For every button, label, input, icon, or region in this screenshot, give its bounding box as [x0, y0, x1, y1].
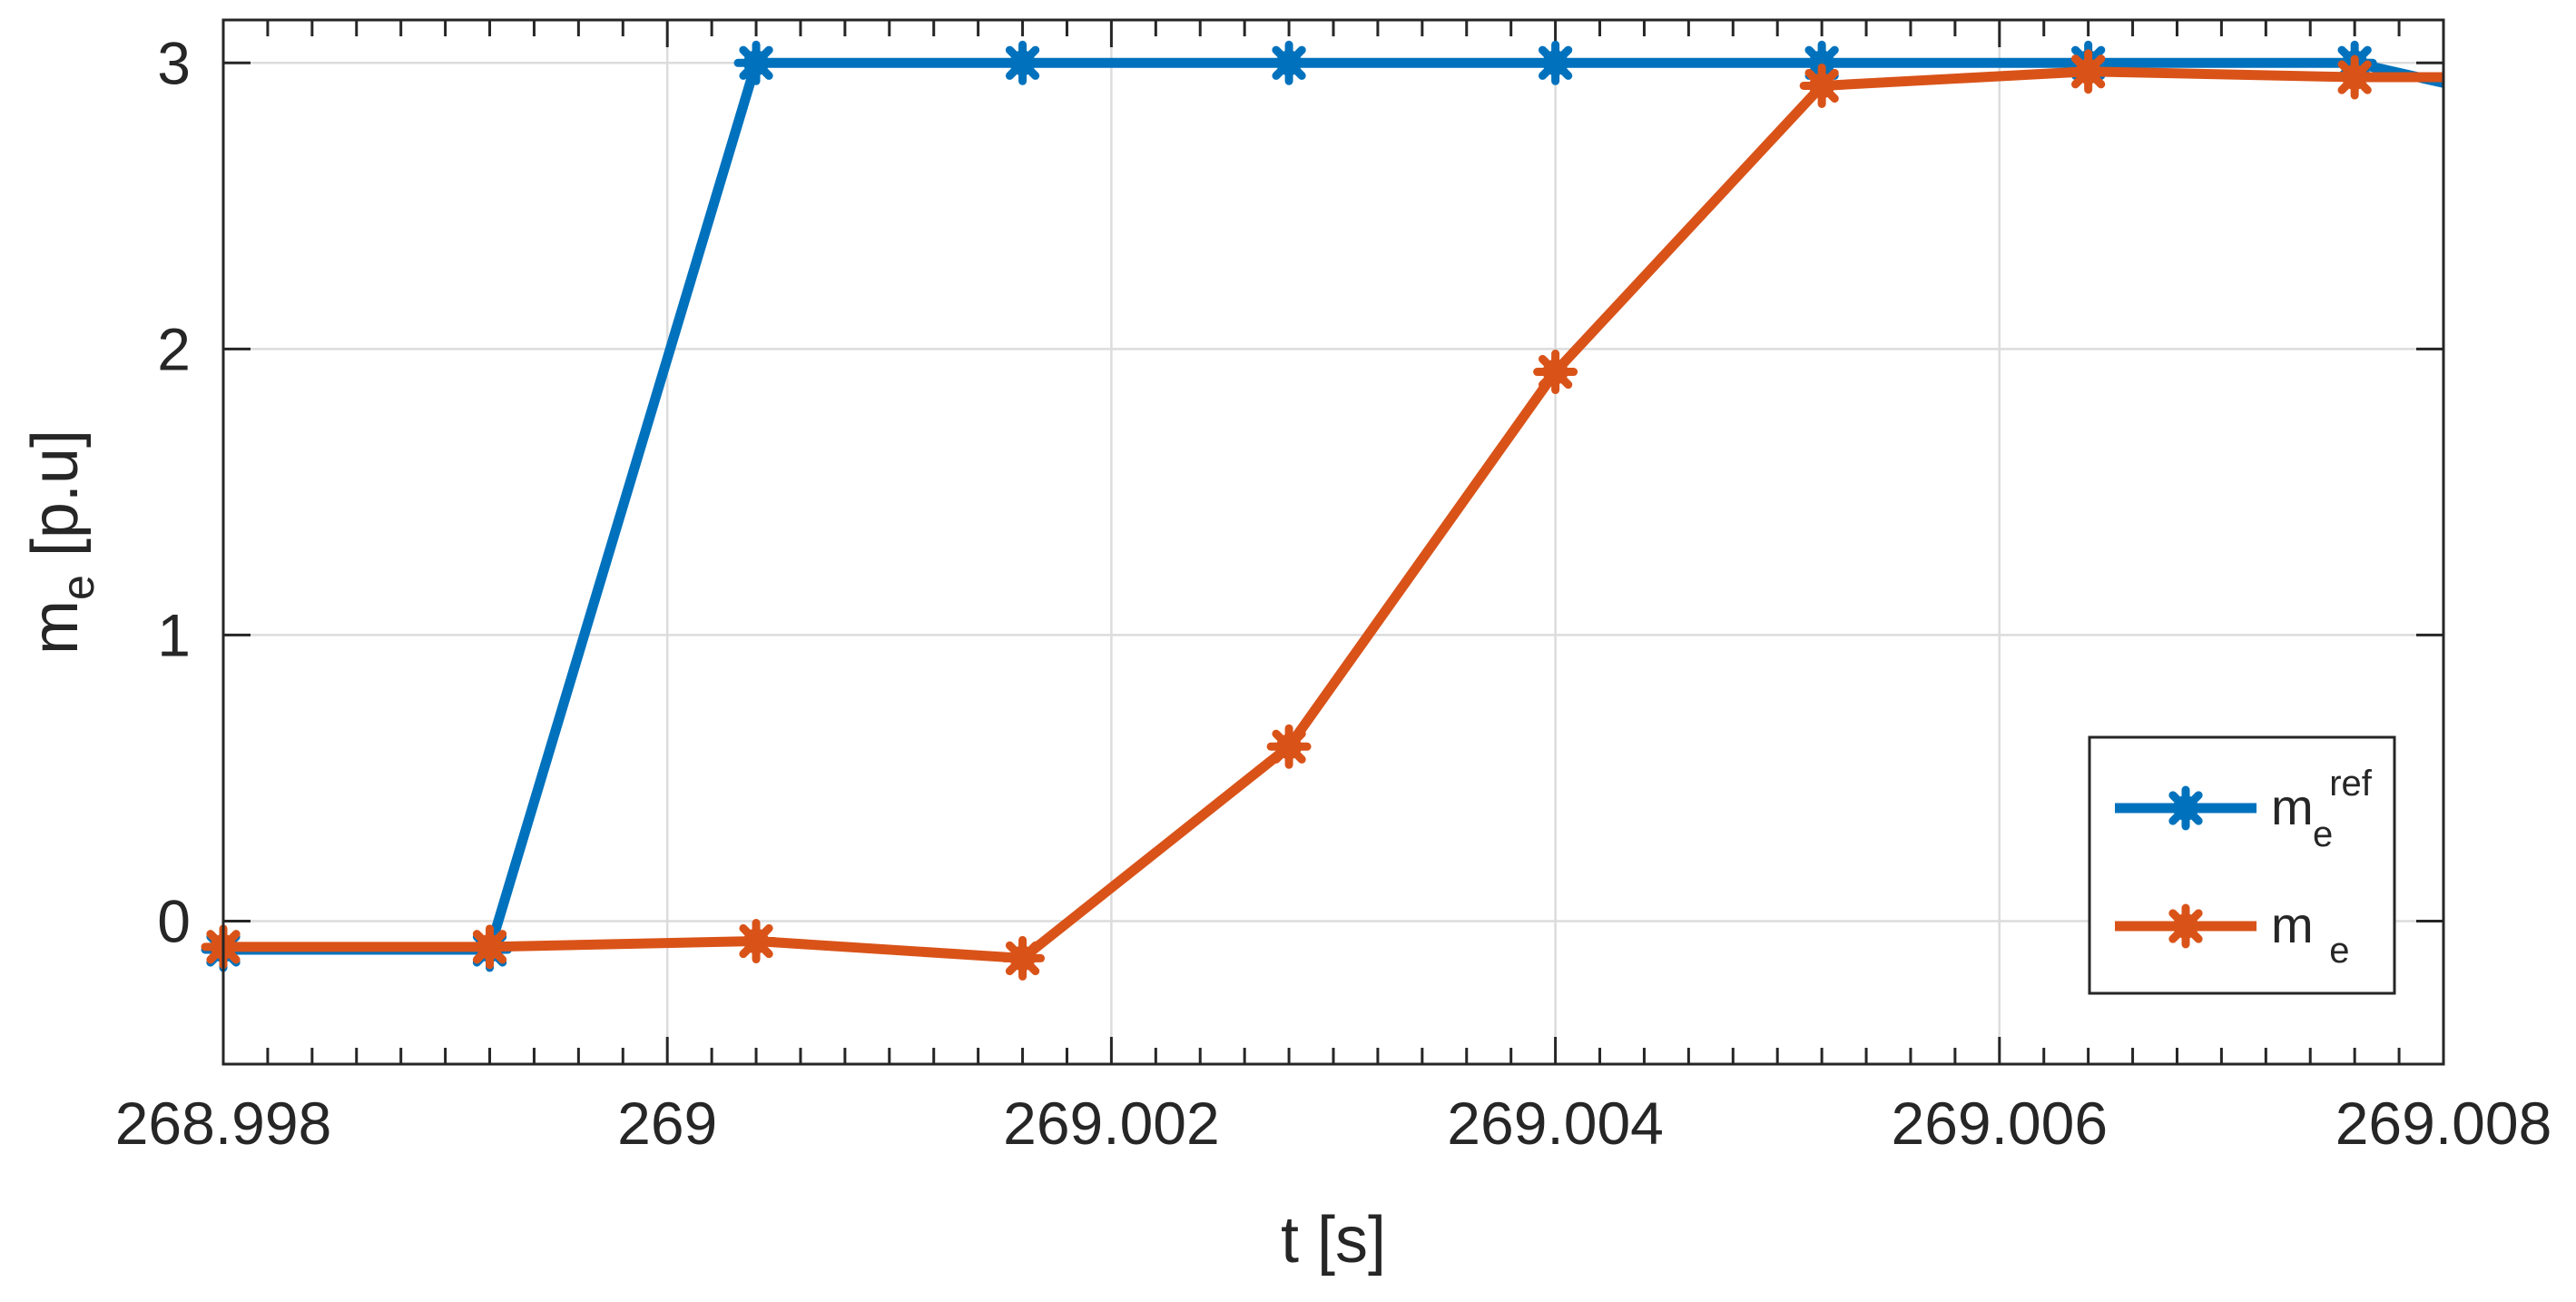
x-axis-title: t [s] — [1281, 1204, 1386, 1277]
data-point-me-spoke — [1272, 729, 1306, 764]
plot-frame — [221, 18, 2445, 1066]
y-tick-label: 2 — [157, 315, 191, 382]
data-point-me — [1533, 350, 1578, 395]
data-point-mref — [1000, 40, 1046, 85]
legend-label-mref-sub: e — [2313, 814, 2333, 854]
legend-label-me: m e — [2271, 896, 2349, 971]
data-point-me — [733, 919, 779, 964]
legend-marker-point-mref-spoke — [2168, 791, 2203, 825]
data-point-mref-spoke — [1538, 45, 1573, 80]
legend-entry-me[interactable]: m e — [2115, 896, 2349, 971]
data-point-mref — [1266, 40, 1312, 85]
legend-label-mref: m ref e — [2271, 749, 2385, 854]
data-point-me-spoke — [1804, 68, 1839, 104]
y-axis-title: me [p.u] — [19, 429, 103, 655]
y-axis-title-sub: e — [53, 575, 103, 600]
legend-marker-point-mref — [2163, 785, 2208, 831]
legend-marker-mref — [2163, 785, 2208, 831]
series-line-me — [223, 66, 2443, 963]
data-point-me — [1266, 724, 1312, 769]
series-me — [201, 49, 2443, 981]
legend-marker-me — [2163, 903, 2208, 949]
legend-marker-point-me — [2163, 903, 2208, 949]
data-point-me — [467, 924, 513, 970]
data-point-me-spoke — [1538, 354, 1573, 390]
y-tick-label: 0 — [157, 887, 191, 954]
tick-labels: 268.998 269 269.002 269.004 269.006 269.008 0 1… — [115, 29, 2552, 1157]
y-axis-title-base: m — [19, 600, 92, 655]
data-point-me — [1799, 63, 1844, 108]
legend-box — [2088, 735, 2396, 995]
y-tick-label: 1 — [157, 601, 191, 668]
x-tick-label: 269.006 — [1892, 1090, 2109, 1157]
plot-area — [223, 20, 2443, 1064]
legend-entry-mref[interactable]: m ref e — [2115, 749, 2385, 854]
x-tick-label: 269 — [617, 1090, 717, 1157]
data-point-me — [2332, 54, 2377, 100]
axis-ticks — [221, 20, 2445, 1064]
data-point-me — [2066, 49, 2111, 94]
data-point-mref-spoke — [1005, 45, 1040, 80]
data-point-me — [1000, 935, 1046, 981]
x-tick-label: 269.002 — [1003, 1090, 1220, 1157]
legend-label-mref-sup: ref — [2329, 764, 2373, 804]
data-point-mref — [1533, 40, 1578, 85]
y-axis-title-rest: [p.u] — [19, 429, 92, 575]
legend[interactable]: m ref e m e — [2088, 735, 2396, 995]
data-point-me-spoke — [2337, 60, 2372, 94]
data-point-me-spoke — [1005, 941, 1040, 976]
x-tick-label: 269.008 — [2335, 1090, 2552, 1157]
y-tick-label: 3 — [157, 29, 191, 96]
series-layer — [201, 40, 2445, 981]
legend-label-me-sub: e — [2329, 931, 2349, 971]
data-point-mref — [733, 40, 779, 85]
data-point-mref-spoke — [1272, 45, 1306, 80]
legend-label-mref-base: m — [2271, 778, 2314, 835]
data-point-me-spoke — [2070, 54, 2106, 89]
data-point-me-spoke — [739, 923, 773, 959]
data-point-mref-spoke — [739, 45, 773, 80]
data-point-me-spoke — [472, 930, 507, 964]
x-tick-label: 268.998 — [115, 1090, 332, 1157]
legend-label-me-base: m — [2271, 896, 2314, 953]
x-tick-label: 269.004 — [1447, 1090, 1664, 1157]
legend-marker-point-me-spoke — [2168, 909, 2203, 943]
series-line-mref — [223, 57, 2445, 955]
